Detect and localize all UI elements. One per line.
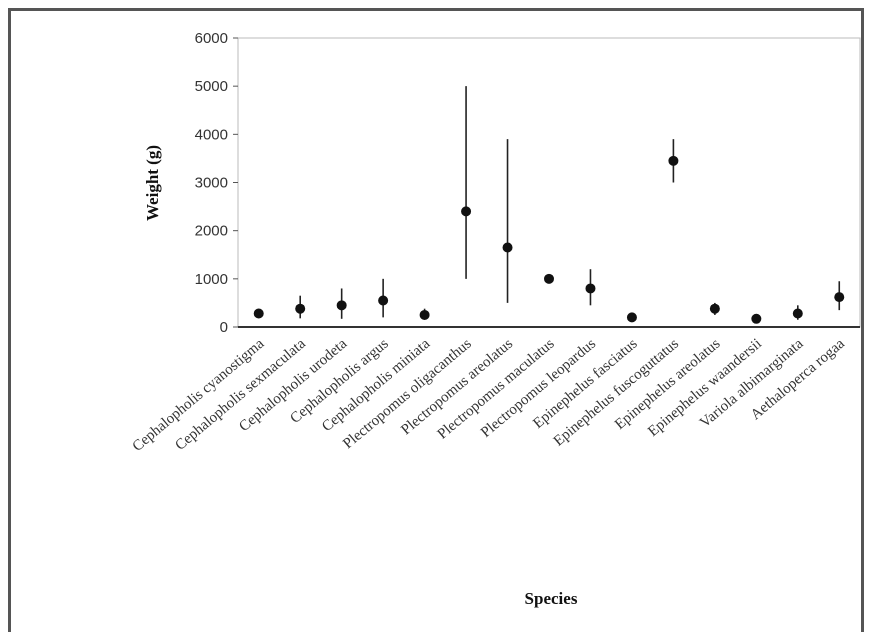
- data-point: [585, 283, 596, 294]
- data-marks: [253, 86, 845, 324]
- y-axis-ticks: 0 1000 2000 3000 4000 5000 6000: [195, 30, 860, 336]
- data-point: [834, 292, 845, 303]
- y-tick-label: 3000: [195, 175, 228, 192]
- y-tick-label: 0: [220, 319, 228, 336]
- data-point: [419, 309, 430, 320]
- data-point: [336, 300, 347, 311]
- y-tick-label: 4000: [195, 126, 228, 143]
- data-point: [709, 303, 720, 314]
- y-tick-label: 2000: [195, 223, 228, 240]
- data-point: [295, 303, 306, 314]
- y-tick-label: 6000: [195, 30, 228, 47]
- data-point: [544, 273, 554, 284]
- data-point: [751, 313, 762, 324]
- data-point: [253, 308, 264, 319]
- y-axis-title: Weight (g): [143, 145, 162, 221]
- data-point: [792, 308, 803, 319]
- data-point: [378, 295, 389, 306]
- y-tick-label: 1000: [195, 271, 228, 288]
- data-point: [502, 242, 513, 253]
- y-tick-label: 5000: [195, 78, 228, 95]
- x-axis-title: Species: [525, 589, 578, 608]
- data-point: [461, 206, 472, 217]
- data-point: [668, 155, 679, 166]
- data-point: [626, 312, 637, 323]
